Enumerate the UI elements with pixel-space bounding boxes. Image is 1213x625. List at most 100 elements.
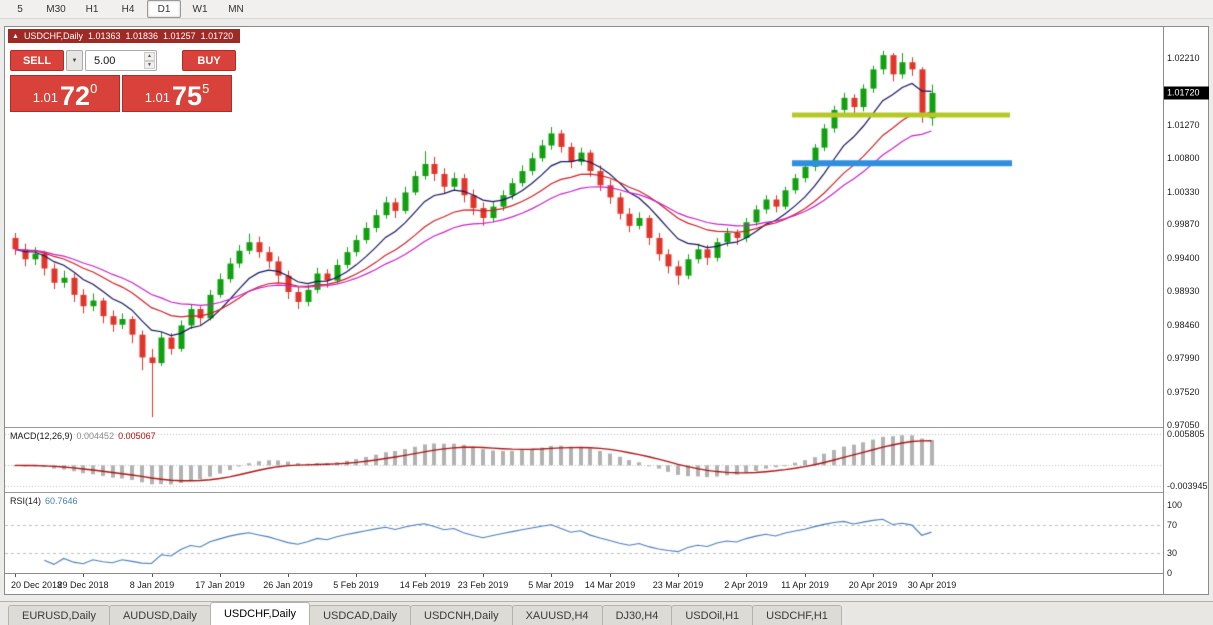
date-tick xyxy=(220,574,221,577)
timeframe-button-m30[interactable]: M30 xyxy=(46,3,66,15)
chart-tab-usdcnh-daily[interactable]: USDCNH,Daily xyxy=(410,605,513,625)
chart-tab-dj30-h4[interactable]: DJ30,H4 xyxy=(601,605,673,625)
price-axis-label: 0.97520 xyxy=(1167,386,1200,397)
rsi-panel-divider[interactable] xyxy=(5,492,1163,493)
chart-tab-bar: EURUSD,Daily AUDUSD,Daily USDCHF,Daily USDC… xyxy=(0,601,1213,625)
price-axis-label: 0.97050 xyxy=(1167,420,1200,430)
rsi-axis-label: 100 xyxy=(1167,500,1183,510)
date-label: 20 Dec 2018 xyxy=(11,580,63,590)
price-axis-label: 0.97990 xyxy=(1167,353,1200,364)
price-axis-label: 1.00330 xyxy=(1167,186,1200,197)
sell-button[interactable]: SELL xyxy=(10,50,64,71)
macd-axis-label: 0.005805 xyxy=(1167,429,1205,440)
macd-canvas[interactable] xyxy=(5,428,1163,492)
ohlc-high: 1.01836 xyxy=(125,31,159,41)
sell-price-big: 72 xyxy=(60,81,91,112)
one-click-trading-panel: SELL ▼ ▲ ▼ BUY 1.01 72 0 1.0 xyxy=(10,50,236,112)
price-axis-label: 1.01270 xyxy=(1167,119,1200,130)
price-axis[interactable]: 1.02210 1.01270 1.00800 1.00330 0.99870 0.994… xyxy=(1163,27,1209,594)
date-label: 11 Apr 2019 xyxy=(781,580,829,590)
timeframe-toolbar: 5 M30 H1 H4 D1 W1 MN xyxy=(0,0,1213,19)
date-tick xyxy=(932,574,933,577)
spinner-up-icon[interactable]: ▲ xyxy=(144,52,155,61)
timeframe-button-h1[interactable]: H1 xyxy=(85,3,99,15)
rsi-axis-label: 70 xyxy=(1167,520,1178,531)
timeframe-button-mn[interactable]: MN xyxy=(228,3,244,15)
date-label: 29 Dec 2018 xyxy=(57,580,109,590)
macd-axis-label: -0.003945 xyxy=(1167,481,1208,492)
date-tick xyxy=(152,574,153,577)
date-tick xyxy=(805,574,806,577)
macd-main-value: 0.004452 xyxy=(76,431,115,441)
volume-input[interactable] xyxy=(94,54,138,67)
timeframe-button-w1[interactable]: W1 xyxy=(192,3,208,15)
chart-tab-usdchf-h1[interactable]: USDCHF,H1 xyxy=(752,605,842,625)
date-tick xyxy=(425,574,426,577)
macd-name: MACD(12,26,9) xyxy=(10,431,73,441)
rsi-axis-label: 30 xyxy=(1167,547,1178,558)
volume-spinner: ▲ ▼ xyxy=(144,52,155,69)
chart-tab-xauusd-h4[interactable]: XAUUSD,H4 xyxy=(511,605,603,625)
date-label: 23 Feb 2019 xyxy=(457,580,509,590)
chart-tab-usdchf-daily[interactable]: USDCHF,Daily xyxy=(209,602,311,625)
date-label: 5 Feb 2019 xyxy=(333,580,379,590)
buy-button[interactable]: BUY xyxy=(182,50,236,71)
buy-price-big: 75 xyxy=(172,81,203,112)
price-axis-label: 0.99870 xyxy=(1167,219,1200,230)
rsi-canvas[interactable] xyxy=(5,493,1163,573)
sell-price-prefix: 1.01 xyxy=(32,90,59,105)
chevron-down-icon: ▼ xyxy=(71,57,78,64)
chart-symbol-period: USDCHF,Daily xyxy=(23,31,83,41)
price-axis-label: 1.00800 xyxy=(1167,153,1200,164)
date-tick xyxy=(551,574,552,577)
timeframe-button-5[interactable]: 5 xyxy=(17,3,23,15)
date-label: 23 Mar 2019 xyxy=(652,580,704,590)
date-tick xyxy=(873,574,874,577)
rsi-header: RSI(14) 60.7646 xyxy=(10,496,78,506)
chart-window: ▲ USDCHF,Daily 1.01363 1.01836 1.01257 1… xyxy=(4,26,1209,595)
macd-panel-divider[interactable] xyxy=(5,427,1163,428)
price-axis-label: 0.98930 xyxy=(1167,286,1200,297)
timeframe-button-d1[interactable]: D1 xyxy=(147,0,181,18)
date-tick xyxy=(356,574,357,577)
macd-signal-value: 0.005067 xyxy=(118,431,156,441)
date-tick xyxy=(483,574,484,577)
sell-price-sup: 0 xyxy=(90,81,98,96)
volume-dropdown-button[interactable]: ▼ xyxy=(66,50,83,71)
sell-price-box[interactable]: 1.01 72 0 xyxy=(10,75,120,112)
spinner-down-icon[interactable]: ▼ xyxy=(144,60,155,69)
chart-plot-area: ▲ USDCHF,Daily 1.01363 1.01836 1.01257 1… xyxy=(5,27,1163,594)
collapse-arrow-icon[interactable]: ▲ xyxy=(12,32,19,40)
buy-price-box[interactable]: 1.01 75 5 xyxy=(122,75,232,112)
ohlc-low: 1.01257 xyxy=(163,31,196,41)
buy-price-sup: 5 xyxy=(202,81,210,96)
ohlc-close: 1.01720 xyxy=(200,31,234,41)
date-label: 2 Apr 2019 xyxy=(724,580,768,590)
current-price-badge: 1.01720 xyxy=(1164,86,1209,100)
date-label: 8 Jan 2019 xyxy=(129,580,175,590)
chart-tab-usdcad-daily[interactable]: USDCAD,Daily xyxy=(309,605,412,625)
date-label: 14 Mar 2019 xyxy=(584,580,636,590)
date-label: 20 Apr 2019 xyxy=(848,580,898,590)
chart-tab-usdoil-h1[interactable]: USDOil,H1 xyxy=(671,605,754,625)
date-label: 30 Apr 2019 xyxy=(907,580,957,590)
date-label: 5 Mar 2019 xyxy=(528,580,574,590)
date-axis[interactable]: 20 Dec 2018 29 Dec 2018 8 Jan 2019 17 Jan 2… xyxy=(5,573,1163,594)
date-label: 17 Jan 2019 xyxy=(195,580,245,590)
date-label: 26 Jan 2019 xyxy=(263,580,313,590)
date-tick xyxy=(15,574,16,577)
rsi-name: RSI(14) xyxy=(10,496,42,506)
date-tick xyxy=(678,574,679,577)
price-axis-label: 0.98460 xyxy=(1167,319,1200,330)
date-label: 14 Feb 2019 xyxy=(399,580,451,590)
macd-header: MACD(12,26,9) 0.004452 0.005067 xyxy=(10,431,156,441)
price-axis-label: 0.99400 xyxy=(1167,252,1200,263)
date-tick xyxy=(610,574,611,577)
timeframe-button-h4[interactable]: H4 xyxy=(121,3,135,15)
price-axis-label: 1.02210 xyxy=(1167,53,1200,63)
chart-tab-eurusd-daily[interactable]: EURUSD,Daily xyxy=(8,605,110,625)
buy-price-prefix: 1.01 xyxy=(144,90,171,105)
rsi-value: 60.7646 xyxy=(45,496,78,506)
chart-tab-audusd-daily[interactable]: AUDUSD,Daily xyxy=(108,605,211,625)
